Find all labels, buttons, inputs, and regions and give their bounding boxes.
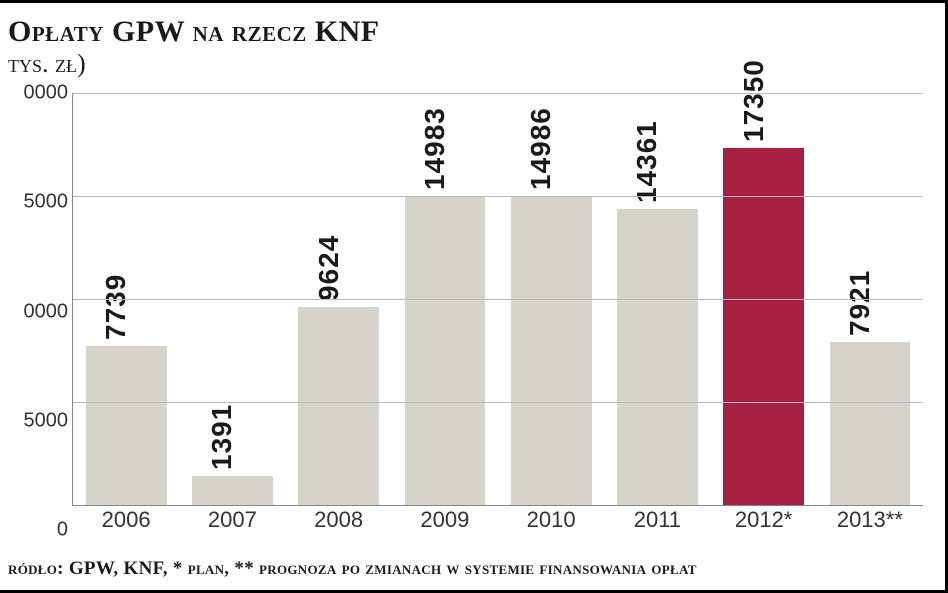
bar-value-label: 14361 [631, 120, 663, 203]
bar: 7739 [86, 346, 167, 505]
bar: 14983 [405, 196, 486, 505]
plot-area: 7739200613912007962420081498320091498620… [0, 93, 923, 530]
gridline [73, 196, 923, 197]
bar: 7921 [830, 342, 911, 505]
bar-value-label: 17350 [738, 59, 770, 142]
bar: 14361 [617, 209, 698, 505]
bar-value-label: 1391 [206, 404, 238, 470]
y-tick-label: 0000 [0, 300, 68, 323]
x-tick-label: 2013** [817, 507, 923, 533]
x-tick-label: 2012* [711, 507, 817, 533]
bar: 14986 [511, 196, 592, 505]
x-tick-label: 2009 [392, 507, 498, 533]
chart-subtitle: tys. zł) [8, 49, 945, 79]
bar-value-label: 7921 [844, 270, 876, 336]
y-tick-label: 0000 [0, 82, 68, 105]
axes: 7739200613912007962420081498320091498620… [72, 93, 923, 506]
x-tick-label: 2006 [73, 507, 179, 533]
bar-value-label: 14983 [419, 107, 451, 190]
x-tick-label: 2010 [498, 507, 604, 533]
x-tick-label: 2007 [179, 507, 285, 533]
chart-footnote: ródło: GPW, KNF, * plan, ** prognoza po … [8, 558, 697, 580]
y-tick-label: 5000 [0, 409, 68, 432]
x-tick-label: 2008 [286, 507, 392, 533]
chart-frame: Opłaty GPW na rzecz KNF tys. zł) 7739200… [0, 0, 948, 593]
gridline [73, 93, 923, 94]
bar-value-label: 14986 [525, 107, 557, 190]
chart-title: Opłaty GPW na rzecz KNF [8, 17, 945, 47]
bar-value-label: 9624 [313, 234, 345, 300]
bar-value-label: 7739 [100, 273, 132, 339]
gridline [73, 402, 923, 403]
bar: 17350 [723, 148, 804, 505]
x-tick-label: 2011 [604, 507, 710, 533]
y-tick-label: 5000 [0, 191, 68, 214]
y-tick-label: 0 [0, 519, 68, 542]
gridline [73, 299, 923, 300]
bar: 9624 [298, 307, 379, 505]
bar: 1391 [192, 476, 273, 505]
